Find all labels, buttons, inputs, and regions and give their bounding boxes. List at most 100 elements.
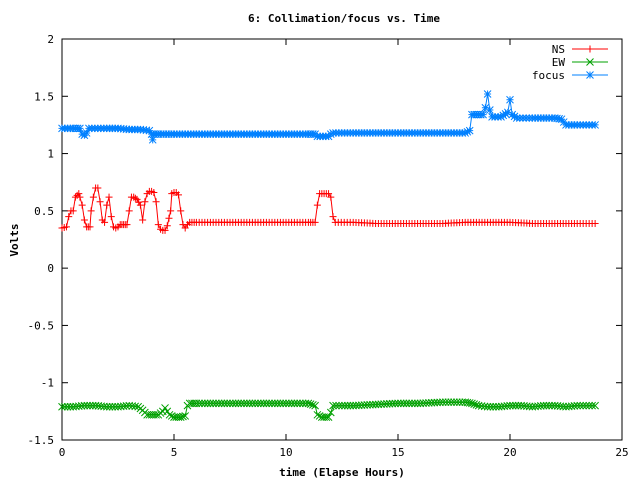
- data-point-ew: [220, 399, 229, 408]
- data-point-ns: [80, 216, 88, 224]
- data-point-focus: [483, 90, 492, 98]
- data-point-ew: [408, 399, 416, 408]
- data-point-ew: [270, 399, 279, 408]
- data-point-ns: [131, 194, 139, 202]
- data-point-ew: [273, 399, 282, 408]
- data-point-ns: [133, 195, 141, 203]
- data-point-ew: [335, 401, 343, 410]
- data-point-ew: [346, 401, 355, 410]
- data-point-ew: [206, 399, 215, 408]
- data-point-ns: [141, 198, 149, 206]
- data-point-ew: [447, 398, 456, 407]
- data-point-ew: [399, 399, 408, 408]
- data-point-ew: [231, 399, 240, 408]
- data-point-ew: [86, 401, 94, 410]
- data-point-ew: [539, 401, 548, 410]
- data-point-ew: [83, 401, 92, 410]
- data-point-ew: [304, 399, 313, 408]
- data-point-ew: [268, 399, 276, 408]
- data-point-ns: [311, 218, 319, 226]
- data-point-ew: [542, 401, 551, 410]
- data-point-ns: [177, 207, 185, 215]
- y-tick-label: -1: [41, 377, 54, 390]
- data-point-ew: [223, 399, 232, 408]
- data-point-focus: [501, 109, 510, 118]
- data-point-ew: [259, 399, 268, 408]
- data-point-ew: [394, 399, 402, 408]
- data-point-ew: [525, 402, 534, 411]
- data-point-ew: [108, 402, 117, 411]
- data-point-ew: [576, 401, 585, 410]
- x-axis-label: time (Elapse Hours): [279, 466, 405, 479]
- data-point-ew: [511, 401, 520, 410]
- data-point-ew: [489, 402, 498, 411]
- data-point-ew: [209, 399, 218, 408]
- data-point-ew: [585, 401, 594, 410]
- data-point-ew: [588, 401, 596, 410]
- data-point-ns: [125, 207, 133, 215]
- data-point-ns: [152, 198, 160, 206]
- data-point-ew: [262, 399, 271, 408]
- data-point-ew: [195, 399, 204, 408]
- data-point-ew: [226, 399, 234, 408]
- data-point-ns: [96, 198, 104, 206]
- data-point-ns: [75, 190, 83, 198]
- data-point-ew: [251, 399, 260, 408]
- data-point-ew: [167, 412, 176, 420]
- y-axis: -1.5 -1 -0.5 0 0.5 1 1.5 2: [28, 33, 622, 447]
- x-axis: 0 5 10 15 20 25: [59, 39, 629, 459]
- data-point-ew: [343, 401, 352, 410]
- data-point-ew: [468, 399, 476, 408]
- data-point-ew: [279, 399, 288, 408]
- data-point-ns: [313, 201, 321, 209]
- data-point-ew: [102, 402, 111, 411]
- data-point-ew: [315, 412, 324, 420]
- series-ew: [58, 398, 599, 421]
- data-point-focus: [499, 111, 508, 120]
- data-point-ew: [214, 399, 223, 408]
- data-point-ew: [242, 399, 251, 408]
- data-point-ns: [101, 218, 109, 226]
- legend-label-ns: NS: [552, 43, 565, 56]
- x-tick-label: 15: [391, 446, 404, 459]
- data-point-ew: [436, 398, 444, 407]
- data-point-focus: [497, 113, 505, 121]
- data-point-ew: [311, 401, 319, 410]
- data-point-ew: [287, 399, 296, 408]
- x-tick-label: 20: [503, 446, 516, 459]
- data-point-ns: [62, 223, 70, 231]
- data-point-ns: [94, 184, 102, 192]
- data-point-ew: [483, 402, 492, 411]
- data-point-ew: [452, 398, 461, 407]
- data-point-focus: [503, 108, 512, 117]
- data-point-ew: [559, 402, 568, 411]
- data-point-ew: [326, 408, 335, 417]
- data-point-ew: [570, 402, 579, 410]
- data-point-ns: [78, 201, 86, 209]
- data-point-ew: [290, 399, 299, 408]
- data-point-ew: [313, 410, 322, 419]
- data-point-ew: [324, 413, 333, 421]
- data-point-ns: [136, 201, 144, 209]
- chart-title: 6: Collimation/focus vs. Time: [248, 12, 440, 25]
- data-point-focus: [148, 135, 157, 144]
- data-point-ew: [265, 399, 274, 408]
- data-point-ns: [327, 193, 335, 201]
- data-point-ew: [480, 402, 489, 411]
- data-point-ew: [200, 399, 209, 408]
- data-point-ew: [58, 402, 66, 411]
- data-point-ew: [441, 398, 450, 407]
- plot-frame: [61, 38, 623, 441]
- data-point-ew: [181, 412, 190, 420]
- data-point-ew: [582, 401, 591, 410]
- data-point-focus: [465, 126, 474, 135]
- data-point-ew: [508, 401, 517, 410]
- data-point-ew: [391, 399, 400, 408]
- data-point-ew: [413, 399, 422, 408]
- data-point-ew: [545, 401, 554, 410]
- data-point-ew: [198, 399, 206, 408]
- data-point-ew: [486, 402, 495, 411]
- data-point-ew: [284, 399, 293, 408]
- data-point-ns: [103, 201, 111, 209]
